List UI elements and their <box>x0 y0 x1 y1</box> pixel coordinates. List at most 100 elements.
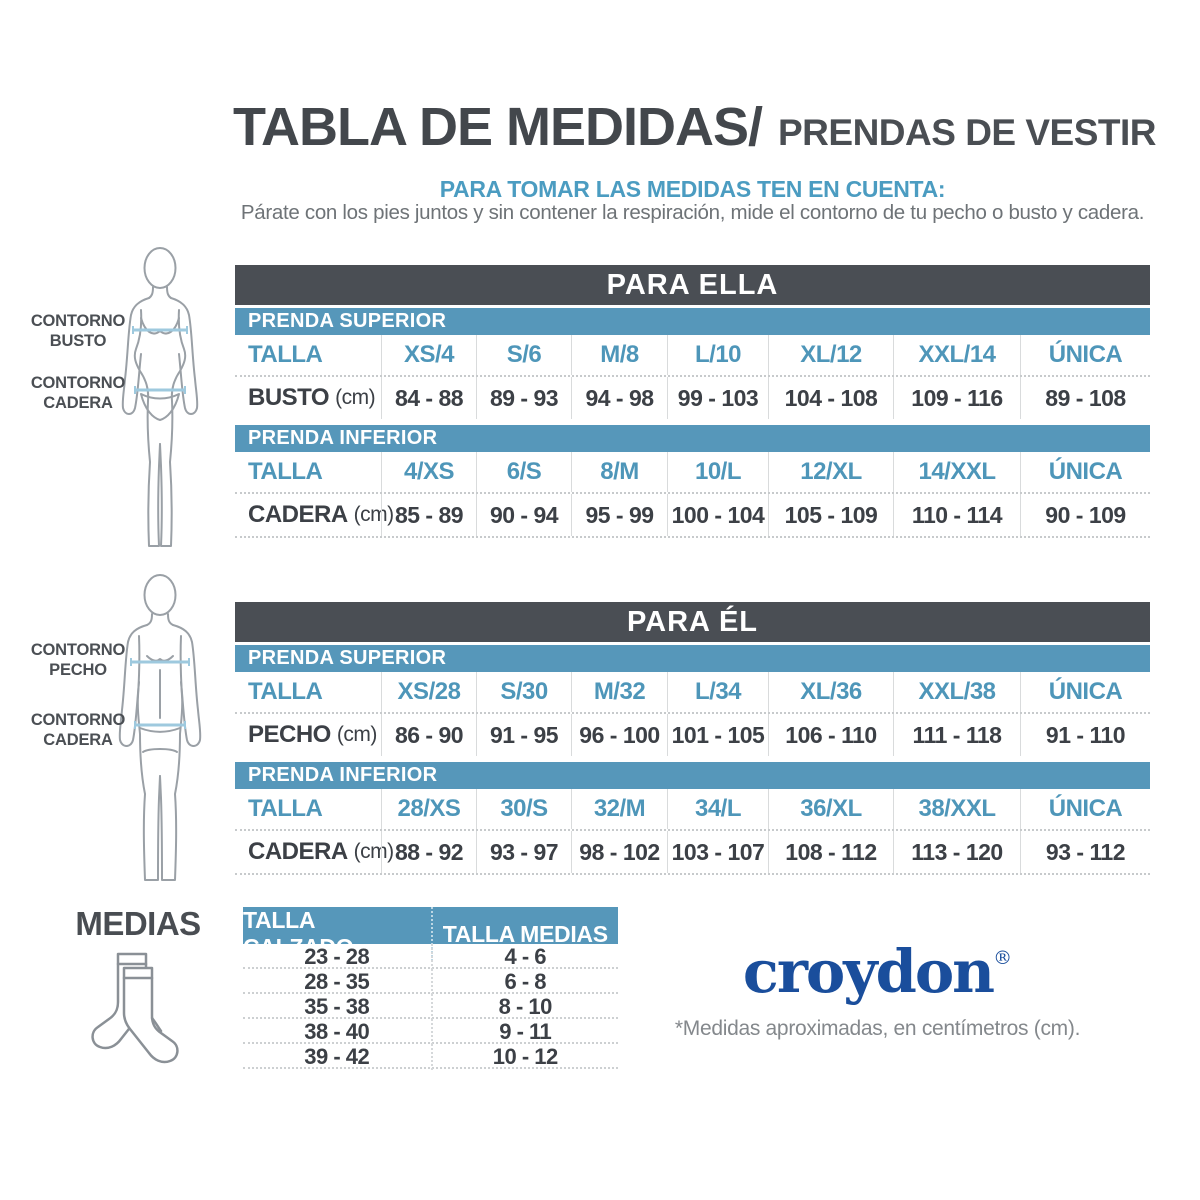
value-cell: 85 - 89 <box>381 494 476 536</box>
value-cell: 113 - 120 <box>893 831 1020 873</box>
value-cell: 104 - 108 <box>768 377 893 419</box>
measure-label: CADERA (cm) <box>248 838 394 865</box>
brand-block: croydon® *Medidas aproximadas, en centím… <box>645 939 1110 1041</box>
talla-label: TALLA <box>248 795 323 822</box>
value-cell: 91 - 110 <box>1020 714 1150 756</box>
value-cell: 95 - 99 <box>571 494 667 536</box>
shoe-size-header: TALLA CALZADO <box>243 907 354 960</box>
male-hip-measure-line <box>134 721 186 729</box>
men-hip-row: CADERA (cm) 88 - 92 93 - 97 98 - 102 103… <box>235 829 1150 873</box>
women-size-table: PARA ELLA PRENDA SUPERIOR TALLA XS/4 S/6… <box>235 265 1150 538</box>
sock-size-value: 8 - 10 <box>430 994 619 1020</box>
size-cell: ÚNICA <box>1020 335 1150 375</box>
value-cell: 110 - 114 <box>893 494 1020 536</box>
measure-label: BUSTO (cm) <box>248 384 376 411</box>
men-table-title: PARA ÉL <box>235 602 1150 642</box>
male-chest-label: CONTORNO PECHO <box>30 641 126 679</box>
value-cell: 93 - 112 <box>1020 831 1150 873</box>
talla-label: TALLA <box>248 678 323 705</box>
female-head <box>143 247 177 289</box>
page-title-sub: PRENDAS DE VESTIR <box>778 112 1157 153</box>
sock-size-header: TALLA MEDIAS <box>430 907 619 961</box>
size-cell: ÚNICA <box>1020 789 1150 829</box>
measurement-note: *Medidas aproximadas, en centímetros (cm… <box>674 1016 1081 1040</box>
value-cell: 109 - 116 <box>893 377 1020 419</box>
size-cell: 34/L <box>667 789 768 829</box>
size-cell: ÚNICA <box>1020 452 1150 492</box>
size-cell: M/32 <box>571 672 667 712</box>
men-upper-sizes-row: TALLA XS/28 S/30 M/32 L/34 XL/36 XXL/38 … <box>235 672 1150 712</box>
bust-measure-line <box>132 326 188 334</box>
size-cell: L/34 <box>667 672 768 712</box>
talla-label: TALLA <box>248 458 323 485</box>
female-figure <box>121 247 199 547</box>
socks-table-row: 38 - 40 9 - 11 <box>243 1019 618 1045</box>
size-cell: 14/XXL <box>893 452 1020 492</box>
instructions-heading: PARA TOMAR LAS MEDIDAS TEN EN CUENTA: <box>439 176 946 202</box>
value-cell: 94 - 98 <box>571 377 667 419</box>
male-figure <box>118 574 202 881</box>
value-cell: 106 - 110 <box>768 714 893 756</box>
value-cell: 100 - 104 <box>667 494 768 536</box>
socks-table-row: 28 - 35 6 - 8 <box>243 969 619 995</box>
size-cell: XS/28 <box>381 672 476 712</box>
brand-logo: croydon® <box>645 939 1110 1005</box>
sock-size-value: 10 - 12 <box>430 1044 619 1070</box>
size-cell: XL/36 <box>768 672 893 712</box>
socks-table-row: 39 - 42 10 - 12 <box>243 1044 619 1070</box>
size-cell: 12/XL <box>768 452 893 492</box>
socks-icon <box>91 952 179 1064</box>
men-lower-band: PRENDA INFERIOR <box>235 762 1150 789</box>
size-cell: 4/XS <box>381 452 476 492</box>
value-cell: 86 - 90 <box>381 714 476 756</box>
instructions-text: Párate con los pies juntos y sin contene… <box>240 201 1145 224</box>
shoe-size-value: 23 - 28 <box>304 944 370 969</box>
sock-size-value: 4 - 6 <box>430 944 619 970</box>
men-size-table: PARA ÉL PRENDA SUPERIOR TALLA XS/28 S/30… <box>235 602 1150 875</box>
women-hip-row: CADERA (cm) 85 - 89 90 - 94 95 - 99 100 … <box>235 492 1150 536</box>
page-title-main: TABLA DE MEDIDAS/ <box>233 97 763 157</box>
size-cell: 38/XXL <box>893 789 1020 829</box>
male-hip-label: CONTORNO CADERA <box>30 711 126 749</box>
value-cell: 88 - 92 <box>381 831 476 873</box>
table-bottom-rule <box>235 873 1150 875</box>
value-cell: 103 - 107 <box>667 831 768 873</box>
socks-table-row: 23 - 28 4 - 6 <box>243 944 619 970</box>
men-upper-band: PRENDA SUPERIOR <box>235 645 1150 672</box>
value-cell: 99 - 103 <box>667 377 768 419</box>
women-lower-sizes-row: TALLA 4/XS 6/S 8/M 10/L 12/XL 14/XXL ÚNI… <box>235 452 1150 492</box>
socks-heading: MEDIAS <box>75 905 201 942</box>
size-cell: S/30 <box>476 672 571 712</box>
sock-size-value: 6 - 8 <box>430 969 619 995</box>
size-cell: S/6 <box>476 335 571 375</box>
male-head <box>143 574 177 616</box>
socks-table-header: TALLA CALZADO TALLA MEDIAS <box>243 907 618 961</box>
women-upper-sizes-row: TALLA XS/4 S/6 M/8 L/10 XL/12 XXL/14 ÚNI… <box>235 335 1150 375</box>
socks-size-table: TALLA CALZADO TALLA MEDIAS 23 - 28 4 - 6… <box>243 907 619 1070</box>
size-cell: ÚNICA <box>1020 672 1150 712</box>
value-cell: 84 - 88 <box>381 377 476 419</box>
size-cell: 32/M <box>571 789 667 829</box>
table-bottom-rule <box>235 536 1150 538</box>
women-bust-row: BUSTO (cm) 84 - 88 89 - 93 94 - 98 99 - … <box>235 375 1150 419</box>
value-cell: 105 - 109 <box>768 494 893 536</box>
size-cell: XXL/14 <box>893 335 1020 375</box>
talla-label: TALLA <box>248 341 323 368</box>
women-lower-band: PRENDA INFERIOR <box>235 425 1150 452</box>
shoe-size-value: 39 - 42 <box>304 1044 370 1069</box>
value-cell: 90 - 109 <box>1020 494 1150 536</box>
page-title: TABLA DE MEDIDAS/ PRENDAS DE VESTIR <box>233 96 1163 158</box>
value-cell: 96 - 100 <box>571 714 667 756</box>
size-cell: 8/M <box>571 452 667 492</box>
female-bust-label: CONTORNO BUSTO <box>30 312 126 350</box>
size-cell: 36/XL <box>768 789 893 829</box>
value-cell: 90 - 94 <box>476 494 571 536</box>
value-cell: 108 - 112 <box>768 831 893 873</box>
size-cell: 28/XS <box>381 789 476 829</box>
men-lower-sizes-row: TALLA 28/XS 30/S 32/M 34/L 36/XL 38/XXL … <box>235 789 1150 829</box>
socks-table-row: 35 - 38 8 - 10 <box>243 994 619 1020</box>
women-table-title: PARA ELLA <box>235 265 1150 305</box>
shoe-size-value: 35 - 38 <box>304 994 370 1019</box>
value-cell: 93 - 97 <box>476 831 571 873</box>
